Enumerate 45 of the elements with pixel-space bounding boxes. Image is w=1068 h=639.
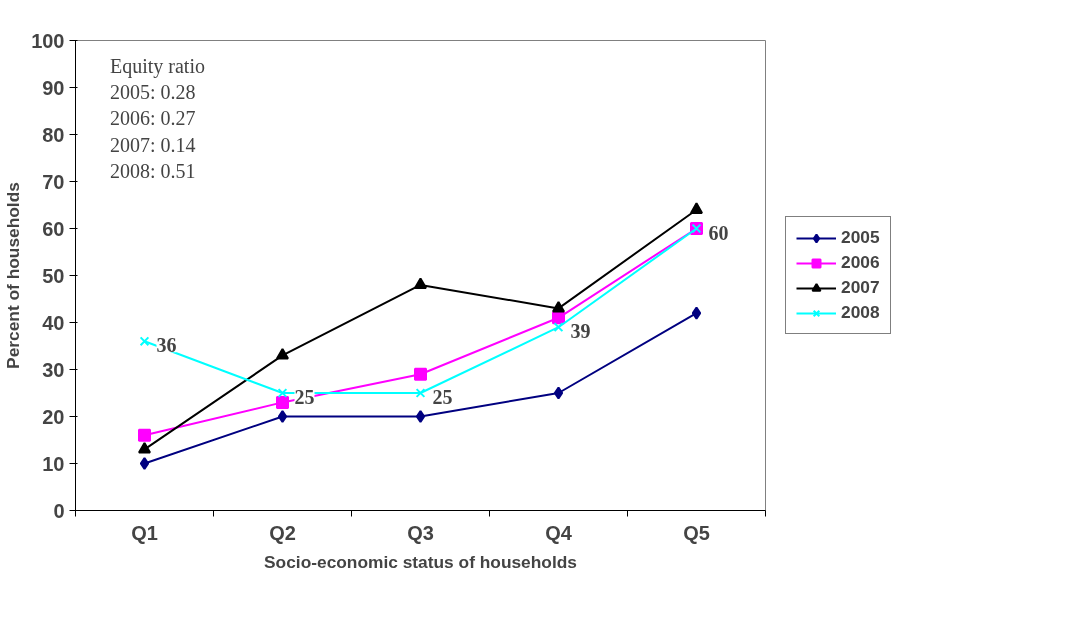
- point: [415, 388, 426, 398]
- point: [690, 202, 703, 214]
- point: [276, 395, 289, 409]
- y-tick-label: 80: [42, 123, 65, 146]
- point: [138, 428, 151, 442]
- x-tick-label: Q5: [683, 521, 710, 544]
- point: [276, 348, 289, 360]
- x-tick-label: Q4: [545, 521, 573, 544]
- y-tick-label: 100: [31, 29, 65, 52]
- y-tick-label: 50: [42, 264, 65, 287]
- y-tick-label: 90: [42, 76, 65, 99]
- point: [415, 410, 426, 423]
- point: [553, 386, 564, 400]
- x-tick-label: Q1: [131, 521, 158, 544]
- y-axis-title: Percent of households: [3, 182, 24, 369]
- x-tick-label: Q3: [407, 521, 434, 544]
- legend-label: 2008: [841, 302, 880, 323]
- annotation: Equity ratio 2005: 0.28 2006: 0.27 2007: 0.14 2008: 0.51: [110, 54, 205, 183]
- y-tick-label: 10: [42, 452, 65, 475]
- y-tick-label: 30: [42, 358, 65, 381]
- data-label: 39: [570, 320, 591, 343]
- point: [277, 388, 288, 398]
- y-tick-label: 40: [42, 311, 65, 334]
- point: [553, 322, 564, 333]
- x-axis-title: Socio-economic status of households: [264, 551, 577, 572]
- y-tick-label: 20: [42, 405, 65, 428]
- y-tick-label: 0: [53, 499, 65, 522]
- point: [277, 410, 288, 423]
- point: [139, 336, 150, 347]
- point: [552, 301, 565, 313]
- y-tick-label: 70: [42, 170, 65, 193]
- data-label: 25: [294, 386, 315, 408]
- legend-label: 2007: [841, 277, 880, 298]
- legend-label: 2006: [841, 252, 880, 273]
- point: [691, 306, 702, 320]
- point: [139, 457, 150, 470]
- legend-label: 2005: [841, 227, 880, 248]
- data-label: 36: [156, 334, 177, 357]
- y-tick-label: 60: [42, 217, 65, 240]
- data-label: 60: [708, 221, 729, 244]
- point: [414, 277, 427, 290]
- point: [138, 442, 151, 454]
- point: [414, 367, 427, 381]
- data-label: 25: [432, 386, 453, 408]
- x-tick-label: Q2: [269, 521, 296, 544]
